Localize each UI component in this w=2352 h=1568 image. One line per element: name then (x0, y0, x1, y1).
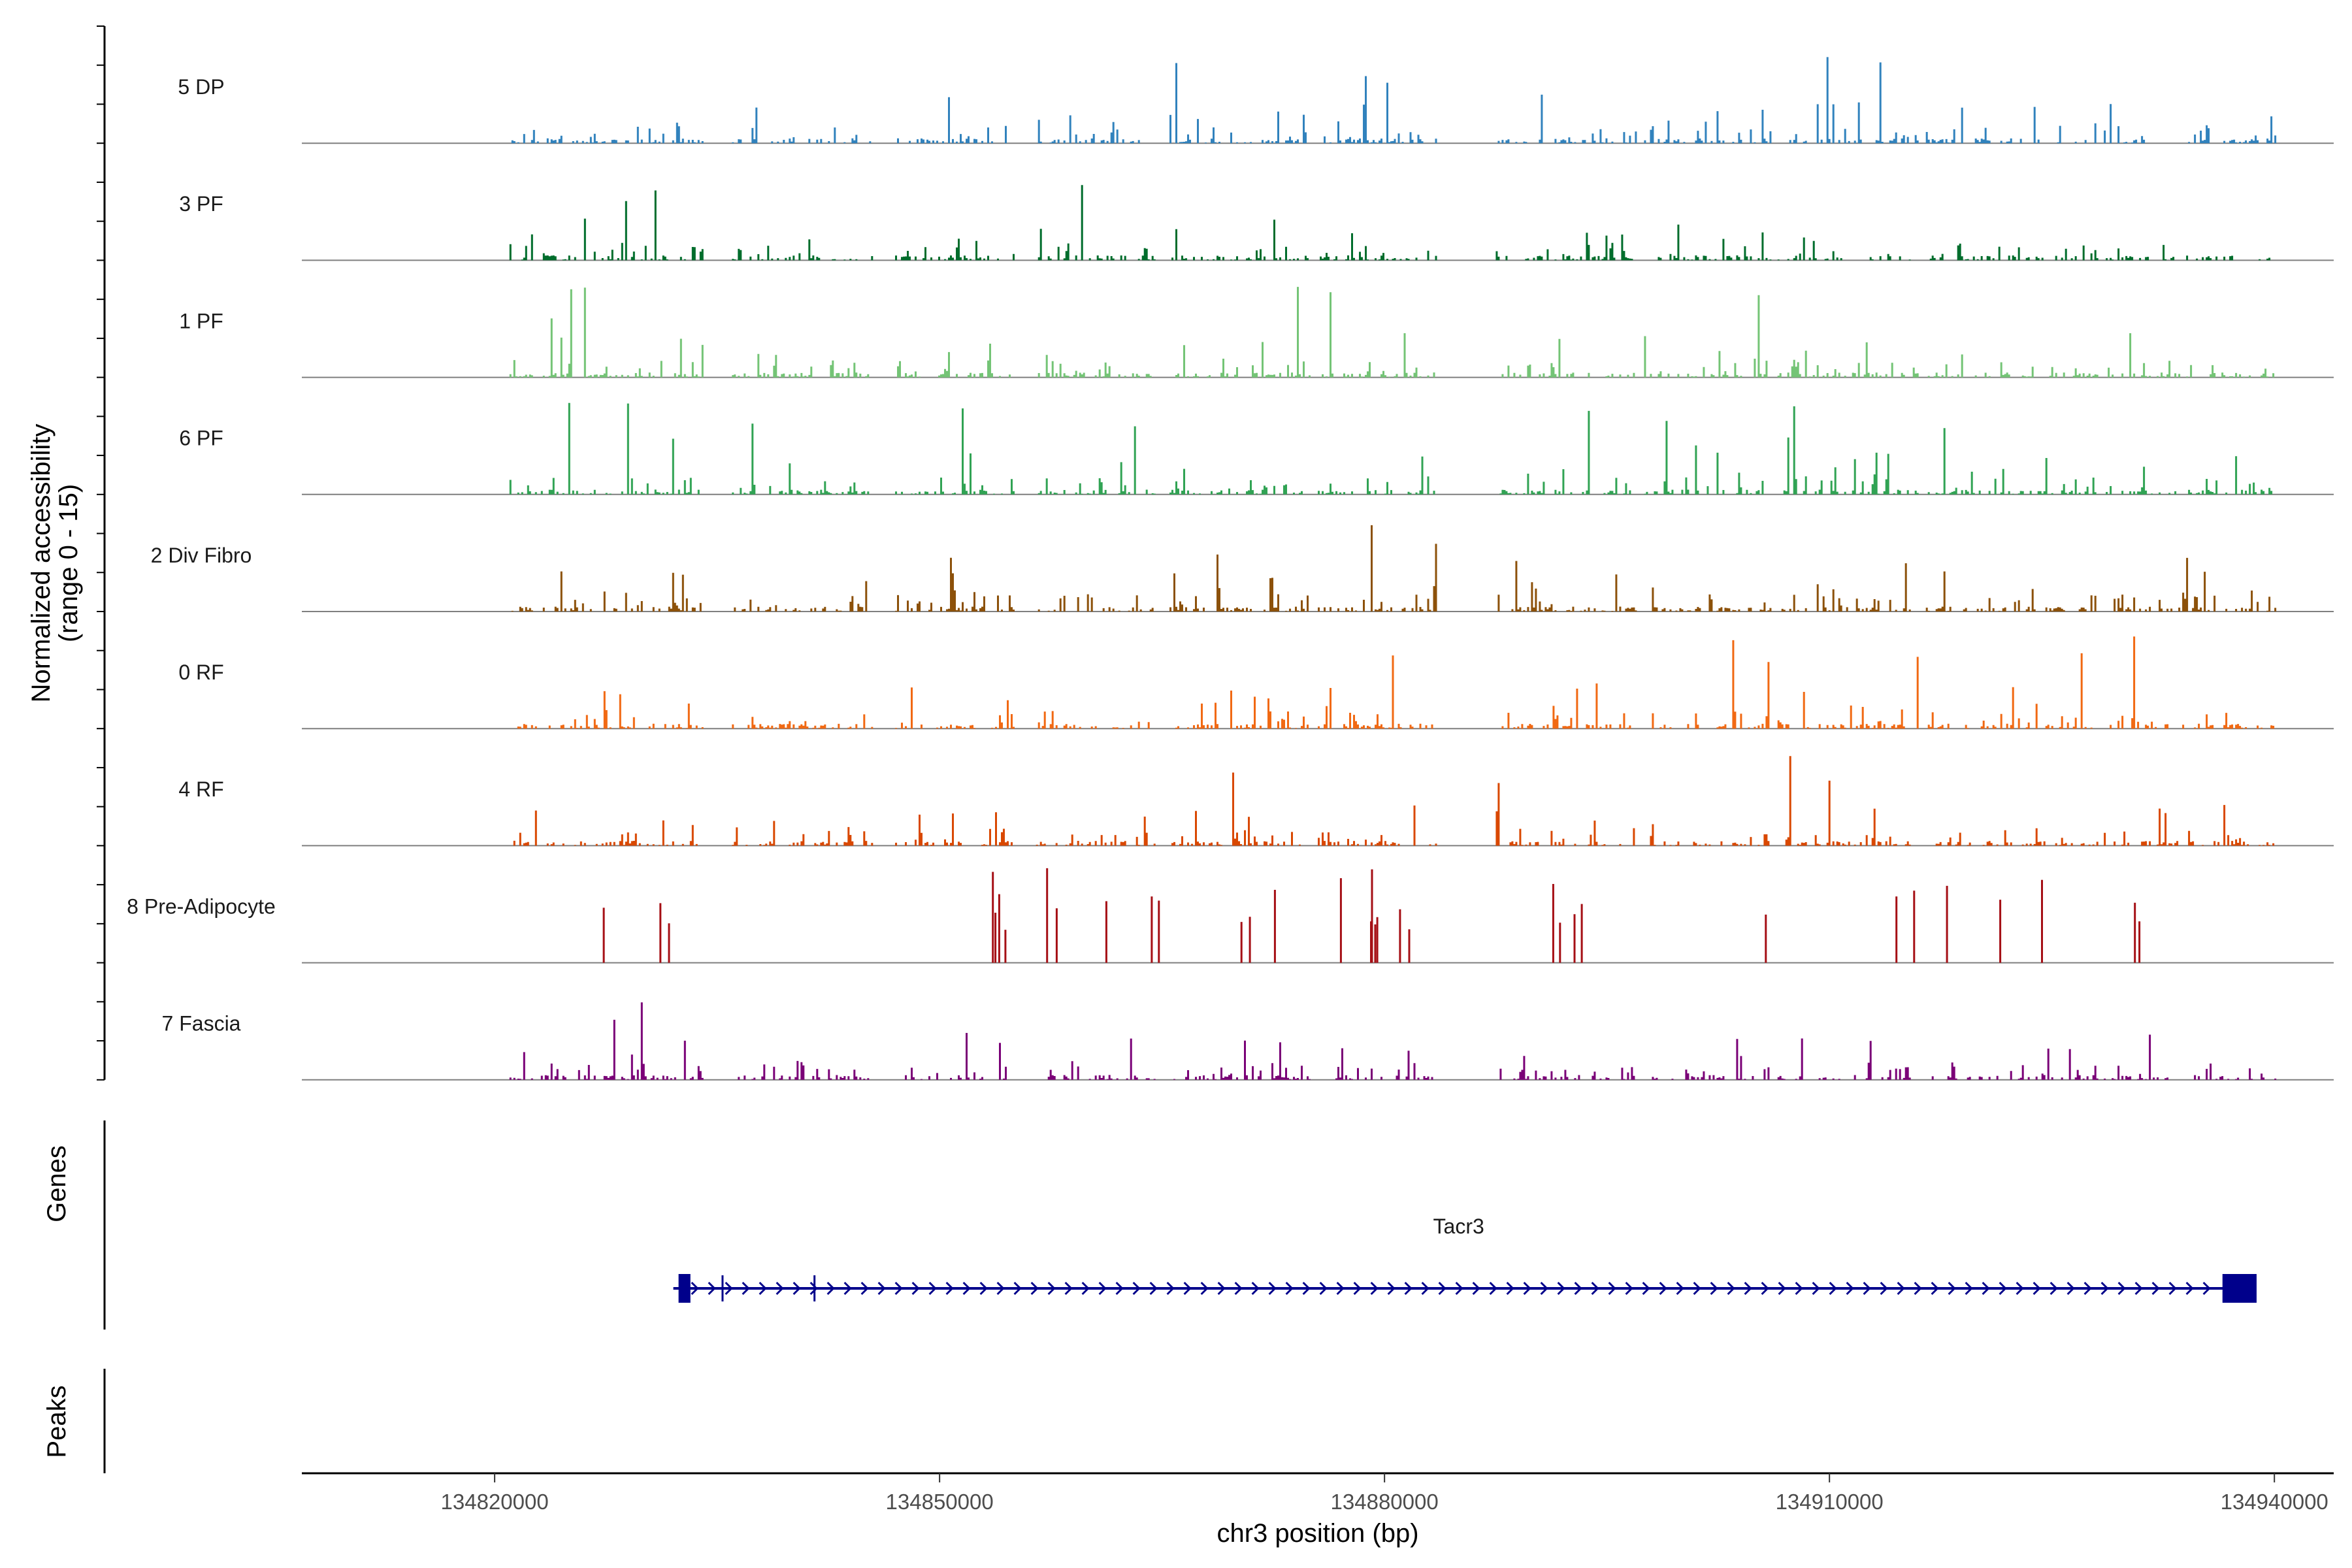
track-4-rf: 4 RF (178, 756, 2334, 847)
track-label: 0 RF (178, 661, 223, 684)
track-label: 6 PF (179, 427, 223, 450)
gene-exon (721, 1275, 724, 1301)
track-coverage-signal (511, 525, 2277, 612)
y-axis-title-line2: (range 0 - 15) (54, 484, 83, 642)
gene-panel: Tacr3 (103, 1120, 2257, 1330)
gene-exon (813, 1275, 816, 1301)
y-axis (97, 25, 106, 1081)
track-label: 8 Pre-Adipocyte (127, 894, 276, 918)
track-coverage-signal (509, 1002, 2277, 1080)
genes-panel-label: Genes (42, 1145, 71, 1222)
track-7-fascia: 7 Fascia (162, 1002, 2334, 1081)
track-label: 1 PF (179, 309, 223, 333)
track-label: 7 Fascia (162, 1012, 241, 1036)
track-coverage-signal (602, 868, 2141, 963)
coverage-tracks: 5 DP 3 PF 1 PF 6 PF 2 Div Fibro 0 RF 4 RF 8 Pre… (127, 57, 2334, 1081)
track-1-pf: 1 PF (179, 287, 2334, 378)
peaks-panel-label: Peaks (42, 1385, 71, 1458)
gene-strand-chevrons (691, 1281, 2211, 1296)
track-coverage-signal (513, 756, 2275, 846)
track-label: 3 PF (179, 192, 223, 216)
y-axis-title-line1: Normalized accessibility (27, 424, 56, 703)
track-0-rf: 0 RF (178, 636, 2334, 730)
gene-exon (2222, 1274, 2257, 1303)
track-2-div-fibro: 2 Div Fibro (151, 525, 2334, 612)
x-tick-label: 134850000 (886, 1490, 994, 1514)
track-label: 2 Div Fibro (151, 544, 252, 567)
track-3-pf: 3 PF (179, 185, 2334, 261)
track-label: 5 DP (178, 75, 224, 99)
track-coverage-signal (509, 185, 2271, 261)
x-axis: 134820000 134850000 134880000 134910000 1349… (302, 1472, 2334, 1514)
track-label: 4 RF (178, 777, 223, 801)
x-tick-label: 134820000 (441, 1490, 549, 1514)
track-coverage-signal (509, 287, 2275, 378)
x-tick-label: 134940000 (2221, 1490, 2328, 1514)
gene-name-label: Tacr3 (1433, 1215, 1484, 1238)
track-6-pf: 6 PF (179, 402, 2334, 495)
track-5-dp: 5 DP (178, 57, 2334, 144)
x-axis-title: chr3 position (bp) (1217, 1519, 1418, 1548)
gene-exon (678, 1274, 691, 1303)
x-tick-label: 134880000 (1331, 1490, 1439, 1514)
x-tick-label: 134910000 (1776, 1490, 1884, 1514)
track-coverage-signal (517, 636, 2275, 729)
track-coverage-signal (509, 402, 2273, 495)
track-coverage-signal (511, 57, 2277, 144)
track-8-pre-adipocyte: 8 Pre-Adipocyte (127, 868, 2334, 964)
